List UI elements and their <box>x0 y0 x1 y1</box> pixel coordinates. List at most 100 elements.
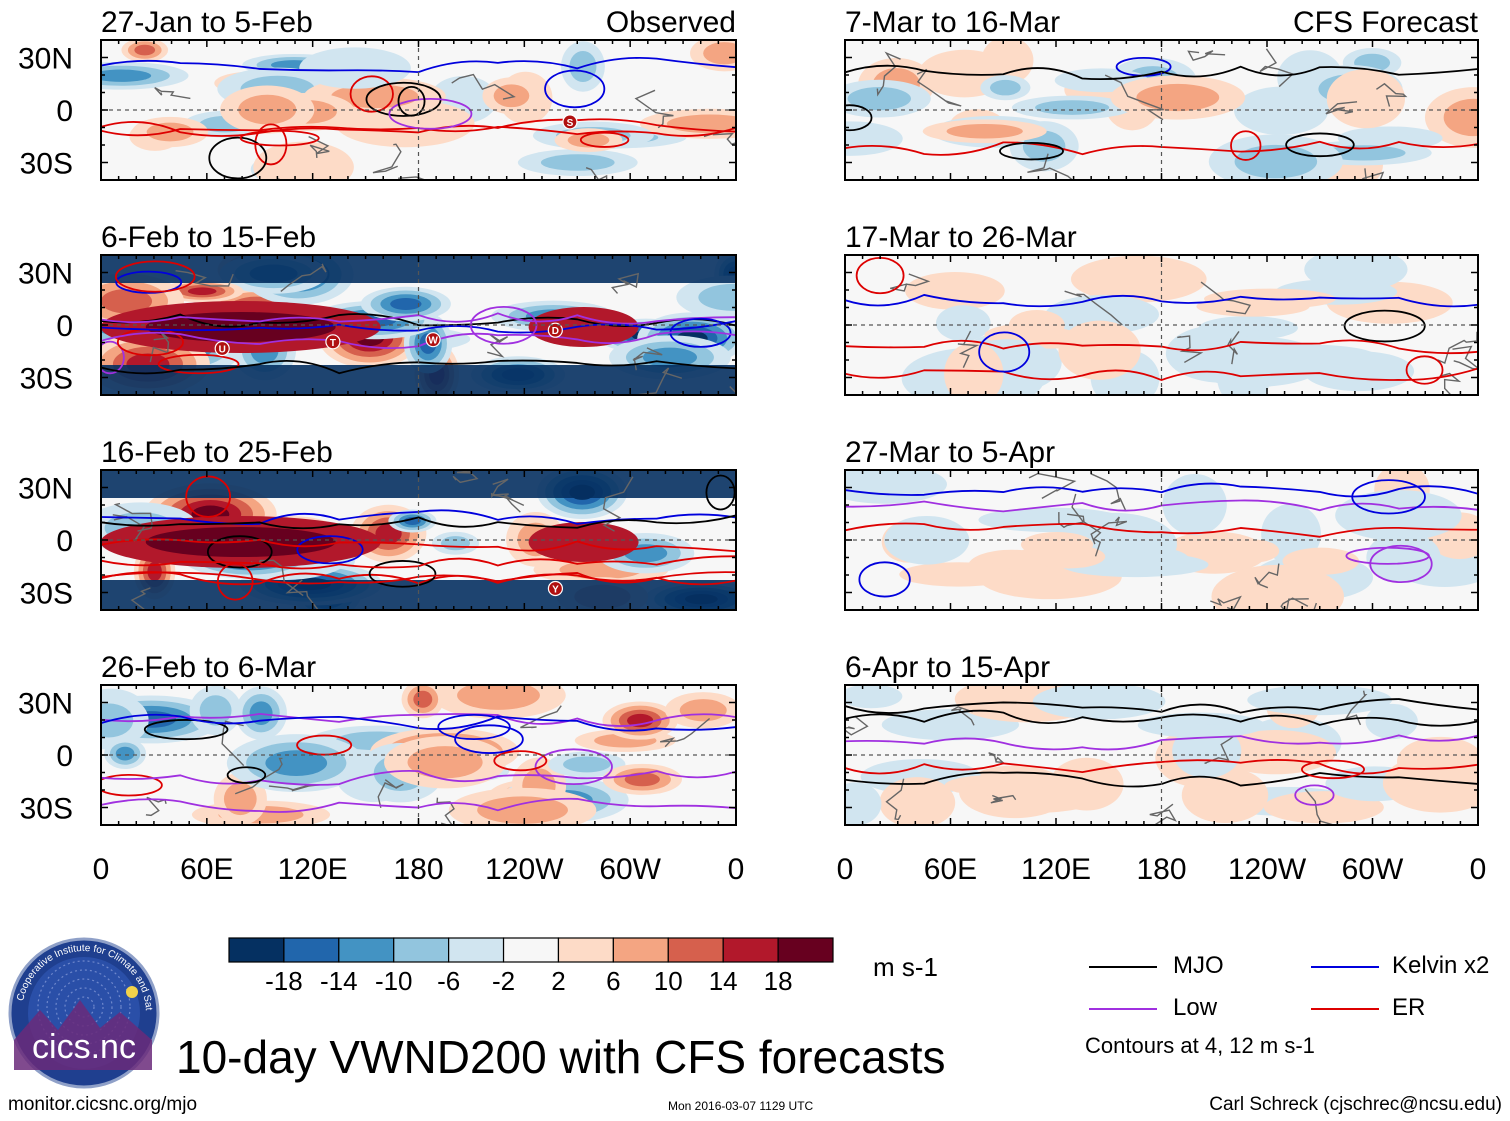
coastline <box>916 68 962 107</box>
coastline <box>1210 595 1242 610</box>
lon-tick-label: 120E <box>278 853 348 886</box>
coastline <box>1187 50 1226 62</box>
lon-tick-label: 180 <box>393 853 443 886</box>
coastline <box>154 87 191 100</box>
coastline <box>234 757 283 795</box>
coastline <box>452 470 479 484</box>
coastline <box>308 136 330 159</box>
wave-contour <box>534 748 613 786</box>
wave-contour <box>101 773 163 797</box>
colorbar-tick-label: 14 <box>709 966 738 996</box>
coastline <box>1304 788 1336 825</box>
lat-tick-label: 30S <box>20 793 73 826</box>
anomaly-shading <box>115 746 135 761</box>
colorbar-swatch <box>557 937 614 963</box>
anomaly-shading <box>540 154 615 171</box>
coastline <box>451 73 516 100</box>
coastline <box>1104 74 1164 121</box>
anomaly-shading <box>1162 474 1227 536</box>
coastline <box>1437 331 1478 365</box>
wave-contour <box>579 131 630 148</box>
anomaly-shading <box>265 750 328 776</box>
coastline <box>113 502 153 532</box>
anomaly-shading <box>567 132 610 148</box>
colorbar-unit: m s-1 <box>873 952 938 982</box>
anomaly-shading <box>1226 539 1280 563</box>
wave-contour <box>143 719 229 741</box>
anomaly-shading <box>679 699 727 722</box>
anomaly-shading <box>134 44 156 56</box>
wave-contour <box>978 331 1031 373</box>
map-panel: 27-Mar to 5-Apr <box>844 436 1479 611</box>
coastline <box>1200 281 1252 315</box>
panel-period-title: 16-Feb to 25-Feb <box>101 436 333 469</box>
map-panel: U D T W 30N 0 30S 6-Feb to 15-Feb <box>18 221 737 396</box>
coastline <box>1254 563 1280 589</box>
storm-marker <box>325 334 341 350</box>
wave-contour <box>349 75 394 113</box>
wave-contour <box>1230 130 1262 161</box>
anomaly-shading <box>1058 320 1141 380</box>
wave-contour <box>845 734 1478 751</box>
coastline <box>1064 290 1123 326</box>
lat-tick-label: 30N <box>18 473 73 506</box>
wave-contour <box>1285 132 1355 158</box>
storm-label: D <box>552 326 559 337</box>
anomaly-shading <box>253 141 354 180</box>
wave-contour <box>1294 784 1335 806</box>
colorbar-swatch <box>448 937 505 963</box>
wave-contour <box>454 724 524 754</box>
logo-text: cics.nc <box>32 1028 136 1066</box>
anomaly-shading <box>441 536 471 551</box>
wave-contour <box>101 340 125 375</box>
colorbar-tick-label: -18 <box>265 966 303 996</box>
anomaly-shading <box>1035 100 1110 115</box>
colorbar-tick-label: -10 <box>375 966 413 996</box>
column-label: CFS Forecast <box>1293 6 1479 39</box>
wave-contour <box>845 482 1478 498</box>
colorbar-swatch <box>393 937 450 963</box>
anomaly-shading <box>1032 685 1166 720</box>
lat-tick-label: 0 <box>56 525 73 558</box>
coastline <box>491 493 521 513</box>
coastline <box>1439 372 1462 395</box>
wave-contour <box>1301 759 1365 780</box>
storm-marker <box>425 332 441 348</box>
anomaly-shading <box>238 94 297 125</box>
panel-period-title: 26-Feb to 6-Mar <box>101 651 316 684</box>
panel-period-title: 17-Mar to 26-Mar <box>845 221 1077 254</box>
map-panel: Y 30N 0 30S 16-Feb to 25-Feb <box>18 436 737 611</box>
legend-line-low <box>1089 1008 1157 1010</box>
wave-contour <box>845 759 1478 775</box>
storm-label: Y <box>552 584 559 595</box>
anomaly-shading <box>879 777 956 825</box>
storm-label: U <box>219 344 226 355</box>
figure-title: 10-day VWND200 with CFS forecasts <box>176 1031 946 1083</box>
panel-period-title: 27-Mar to 5-Apr <box>845 436 1055 469</box>
coastline <box>285 579 319 610</box>
wave-contour <box>845 104 873 132</box>
colorbar-tick-label: 2 <box>551 966 565 996</box>
map-panel: 30N 0 30S 26-Feb to 6-Mar 0 60E 120E 180 120W 60W… <box>18 651 744 886</box>
coastline <box>221 720 245 767</box>
coastline <box>436 797 455 825</box>
anomaly-shading <box>413 690 433 708</box>
anomaly-shading <box>407 746 483 779</box>
source-link[interactable]: monitor.cicsnc.org/mjo <box>8 1094 198 1115</box>
lon-tick-label: 120E <box>1021 853 1091 886</box>
storm-marker <box>214 340 230 357</box>
wave-contour <box>1345 546 1430 565</box>
colorbar-swatch <box>722 937 779 963</box>
lat-tick-label: 0 <box>56 95 73 128</box>
lon-tick-label: 180 <box>1136 853 1186 886</box>
wave-contour <box>845 522 1478 538</box>
colorbar-tick-label: 6 <box>606 966 620 996</box>
panel-period-title: 27-Jan to 5-Feb <box>101 6 313 39</box>
legend-label-kelvin: Kelvin x2 <box>1392 952 1490 979</box>
wave-contour <box>1405 355 1444 385</box>
coastline <box>676 392 684 395</box>
wave-contour <box>397 85 426 117</box>
coastline <box>130 587 151 610</box>
anomaly-shading <box>1031 544 1106 569</box>
